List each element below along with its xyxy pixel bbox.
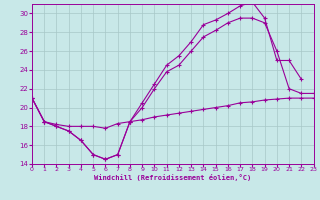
- X-axis label: Windchill (Refroidissement éolien,°C): Windchill (Refroidissement éolien,°C): [94, 174, 252, 181]
